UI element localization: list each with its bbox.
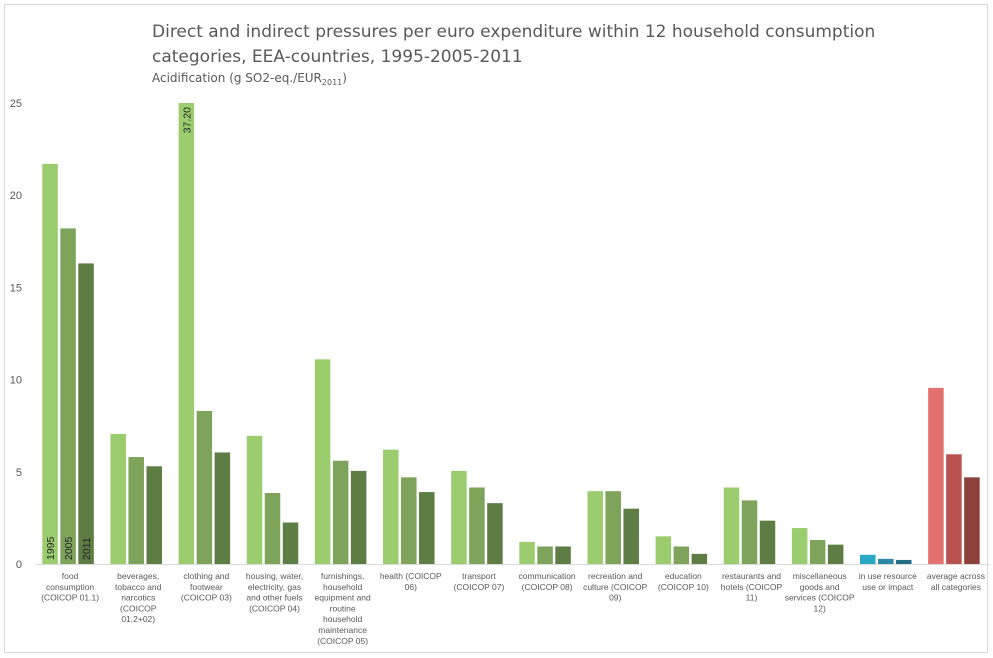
bar — [673, 546, 690, 564]
y-tick-label: 15 — [10, 282, 22, 294]
bar — [146, 466, 162, 564]
bar — [655, 536, 672, 564]
x-category-label: clothing and footwear (COICOP 03) — [181, 571, 232, 603]
bar — [282, 522, 299, 564]
x-category-label: furnishings, household equipment and routin… — [315, 571, 372, 646]
series-year-label: 2011 — [81, 537, 93, 560]
bar — [605, 491, 621, 564]
bar — [178, 103, 195, 564]
bar — [537, 546, 553, 564]
bar — [723, 487, 740, 564]
bar — [759, 520, 776, 564]
bar — [401, 477, 417, 564]
series-year-label: 1995 — [45, 536, 57, 560]
x-category-label: housing, water, electricity, gas and other… — [246, 571, 303, 613]
bars-group — [42, 103, 980, 565]
bar — [691, 553, 708, 564]
bar — [827, 544, 844, 564]
subtitle-subscript: 2011 — [322, 78, 342, 87]
x-category-label: recreation and culture (COICOP 09) — [583, 571, 648, 603]
series-year-label: 2005 — [63, 536, 75, 560]
y-tick-label: 0 — [16, 559, 22, 571]
bar — [587, 491, 603, 564]
x-category-label: average across all categories — [927, 571, 985, 592]
bar — [451, 470, 467, 564]
x-category-label: food consumption (COICOP 01.1) — [41, 571, 99, 603]
x-category-label: miscellaneous goods and services (COICOP 12… — [785, 571, 855, 613]
bar — [896, 559, 912, 564]
y-tick-label: 10 — [10, 375, 22, 387]
bar — [860, 554, 876, 564]
bar — [350, 470, 367, 564]
bar — [419, 492, 435, 564]
bar — [383, 449, 399, 564]
chart-subtitle: Acidification (g SO2-eq./EUR2011) — [152, 71, 347, 87]
bar — [128, 457, 144, 564]
chart-title-line-2: categories, EEA-countries, 1995-2005-201… — [152, 47, 523, 67]
annotations-group: 1995 2005 2011 37.20 — [45, 107, 193, 560]
bar — [928, 387, 944, 564]
bar — [469, 487, 485, 564]
bar — [555, 546, 571, 564]
subtitle-prefix: Acidification (g SO2-eq./EUR — [152, 71, 322, 85]
bar — [332, 460, 349, 564]
bar — [964, 477, 980, 564]
y-tick-label: 20 — [10, 190, 22, 202]
x-category-label: in use resource use or impact — [859, 571, 917, 592]
bar — [791, 528, 808, 564]
x-category-label: beverages, tobacco and narcotics (COICOP 01.… — [115, 571, 162, 624]
bar — [60, 228, 76, 564]
bar — [264, 493, 281, 564]
y-tick-label: 5 — [16, 467, 22, 479]
bar — [623, 508, 639, 564]
x-category-label: transport (COICOP 07) — [453, 571, 504, 592]
x-category-label: communication (COICOP 08) — [518, 571, 575, 592]
x-category-label: health (COICOP 06) — [380, 571, 442, 592]
x-axis: food consumption (COICOP 01.1) beverages, to… — [36, 564, 990, 646]
bar — [110, 433, 126, 564]
bar — [946, 454, 962, 564]
bar — [487, 503, 503, 564]
subtitle-suffix: ) — [342, 71, 347, 85]
bar-value-label: 37.20 — [181, 107, 193, 133]
x-category-label: restaurants and hotels (COICOP 11) — [721, 571, 783, 603]
bar — [214, 452, 231, 564]
bar — [878, 558, 894, 564]
bar — [42, 163, 58, 565]
bar — [314, 359, 331, 564]
bar — [246, 435, 263, 564]
bar — [519, 541, 535, 564]
x-category-label: education (COICOP 10) — [658, 571, 709, 592]
bar — [78, 263, 94, 564]
y-tick-label: 25 — [10, 98, 22, 110]
bar — [196, 410, 213, 564]
bar — [741, 500, 758, 564]
chart-frame — [4, 4, 988, 653]
y-axis: 0 5 10 15 20 25 — [10, 98, 22, 571]
chart-title-line-1: Direct and indirect pressures per euro e… — [152, 22, 875, 42]
bar — [809, 540, 826, 564]
